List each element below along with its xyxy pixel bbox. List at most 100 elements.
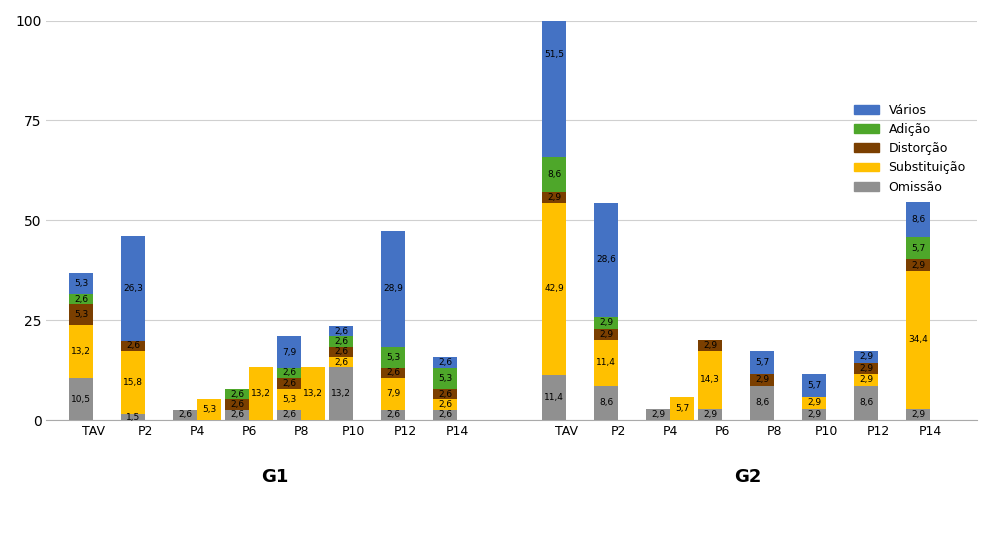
Bar bbox=[381, 231, 405, 347]
Text: 2,6: 2,6 bbox=[178, 411, 192, 419]
Bar bbox=[277, 378, 302, 388]
Bar bbox=[594, 386, 618, 420]
Bar bbox=[906, 260, 930, 271]
Bar bbox=[906, 271, 930, 408]
Bar bbox=[594, 203, 618, 317]
Text: 42,9: 42,9 bbox=[545, 285, 564, 293]
Text: 2,6: 2,6 bbox=[438, 400, 452, 409]
Bar bbox=[698, 408, 722, 420]
Bar bbox=[277, 388, 302, 410]
Bar bbox=[173, 410, 197, 420]
Text: 28,9: 28,9 bbox=[383, 285, 403, 293]
Text: G2: G2 bbox=[734, 468, 762, 486]
Text: 2,6: 2,6 bbox=[386, 368, 400, 378]
Text: 5,3: 5,3 bbox=[74, 311, 88, 319]
Bar bbox=[594, 328, 618, 340]
Bar bbox=[698, 352, 722, 408]
Bar bbox=[433, 368, 457, 389]
Bar bbox=[750, 374, 774, 386]
Text: 8,6: 8,6 bbox=[547, 170, 561, 179]
Bar bbox=[594, 317, 618, 328]
Bar bbox=[750, 386, 774, 420]
Bar bbox=[854, 374, 878, 386]
Text: 5,3: 5,3 bbox=[437, 374, 452, 383]
Text: 8,6: 8,6 bbox=[859, 399, 873, 407]
Bar bbox=[542, 374, 566, 420]
Text: 5,7: 5,7 bbox=[675, 404, 689, 413]
Text: 2,9: 2,9 bbox=[599, 318, 613, 327]
Text: 2,6: 2,6 bbox=[230, 390, 244, 399]
Text: 2,6: 2,6 bbox=[334, 327, 348, 335]
Bar bbox=[381, 378, 405, 410]
Text: 2,9: 2,9 bbox=[703, 410, 717, 419]
Text: 2,6: 2,6 bbox=[438, 390, 452, 399]
Bar bbox=[381, 347, 405, 368]
Text: 2,6: 2,6 bbox=[438, 411, 452, 419]
Text: 2,9: 2,9 bbox=[806, 410, 821, 419]
Text: 2,6: 2,6 bbox=[126, 341, 140, 351]
Bar bbox=[381, 368, 405, 378]
Text: 26,3: 26,3 bbox=[123, 283, 143, 293]
Bar bbox=[329, 326, 353, 336]
Bar bbox=[671, 397, 694, 420]
Text: 51,5: 51,5 bbox=[544, 50, 564, 59]
Bar bbox=[854, 386, 878, 420]
Text: 8,6: 8,6 bbox=[599, 399, 613, 407]
Text: 8,6: 8,6 bbox=[755, 399, 769, 407]
Text: 5,3: 5,3 bbox=[74, 279, 88, 288]
Bar bbox=[69, 378, 93, 420]
Bar bbox=[433, 389, 457, 399]
Text: 2,6: 2,6 bbox=[438, 358, 452, 367]
Legend: Vários, Adição, Distorção, Substituição, Omissão: Vários, Adição, Distorção, Substituição,… bbox=[848, 98, 971, 199]
Bar bbox=[433, 399, 457, 410]
Text: 2,6: 2,6 bbox=[386, 411, 400, 419]
Bar bbox=[69, 273, 93, 294]
Text: 7,9: 7,9 bbox=[282, 347, 297, 357]
Text: 13,2: 13,2 bbox=[251, 390, 271, 398]
Text: 2,6: 2,6 bbox=[334, 347, 348, 357]
Text: 11,4: 11,4 bbox=[545, 393, 564, 402]
Text: 15,8: 15,8 bbox=[123, 378, 143, 387]
Bar bbox=[121, 414, 145, 420]
Bar bbox=[750, 352, 774, 374]
Text: 13,2: 13,2 bbox=[71, 347, 91, 357]
Text: 2,9: 2,9 bbox=[651, 410, 666, 419]
Bar bbox=[329, 357, 353, 367]
Bar bbox=[906, 202, 930, 237]
Text: 5,7: 5,7 bbox=[806, 381, 821, 390]
Text: 10,5: 10,5 bbox=[71, 395, 91, 404]
Text: 5,3: 5,3 bbox=[282, 395, 297, 404]
Text: 2,9: 2,9 bbox=[859, 364, 873, 373]
Text: 2,9: 2,9 bbox=[599, 330, 613, 339]
Text: 2,9: 2,9 bbox=[755, 375, 769, 385]
Bar bbox=[277, 410, 302, 420]
Text: 5,3: 5,3 bbox=[202, 405, 216, 414]
Text: 2,6: 2,6 bbox=[230, 400, 244, 409]
Bar bbox=[542, 203, 566, 374]
Text: 8,6: 8,6 bbox=[911, 215, 926, 224]
Text: 2,6: 2,6 bbox=[334, 358, 348, 367]
Bar bbox=[197, 399, 221, 420]
Text: 14,3: 14,3 bbox=[700, 375, 720, 385]
Bar bbox=[802, 374, 826, 397]
Bar bbox=[249, 367, 273, 420]
Bar bbox=[225, 389, 249, 399]
Bar bbox=[854, 351, 878, 362]
Text: 2,6: 2,6 bbox=[334, 337, 348, 346]
Text: 2,9: 2,9 bbox=[911, 410, 926, 419]
Text: 13,2: 13,2 bbox=[304, 390, 323, 398]
Bar bbox=[277, 368, 302, 378]
Bar bbox=[433, 358, 457, 368]
Bar bbox=[802, 408, 826, 420]
Bar bbox=[329, 347, 353, 357]
Text: 2,9: 2,9 bbox=[703, 341, 717, 350]
Bar bbox=[433, 410, 457, 420]
Bar bbox=[121, 341, 145, 351]
Text: 5,7: 5,7 bbox=[755, 358, 769, 367]
Text: 2,9: 2,9 bbox=[859, 352, 873, 361]
Text: 2,9: 2,9 bbox=[859, 375, 873, 385]
Text: 7,9: 7,9 bbox=[386, 390, 400, 399]
Text: 13,2: 13,2 bbox=[331, 390, 351, 398]
Text: 1,5: 1,5 bbox=[126, 413, 140, 421]
Text: 2,6: 2,6 bbox=[282, 411, 297, 419]
